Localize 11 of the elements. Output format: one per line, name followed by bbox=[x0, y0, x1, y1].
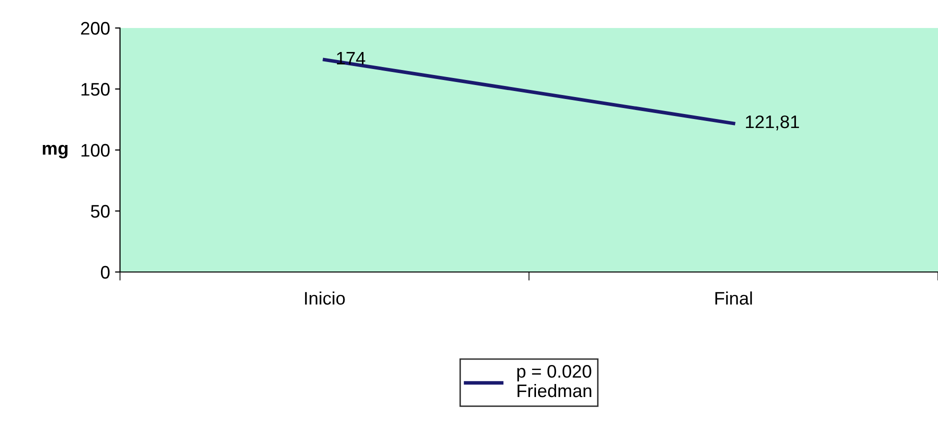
y-axis-title: mg bbox=[42, 144, 68, 158]
x-tick-label: Final bbox=[715, 291, 752, 305]
data-label: 174 bbox=[336, 52, 366, 64]
y-tick-label: 50 bbox=[90, 204, 110, 218]
legend-label: p = 0.020 Friedman bbox=[517, 365, 592, 398]
data-label: 121,81 bbox=[746, 115, 799, 130]
y-tick-label: 200 bbox=[81, 22, 110, 35]
y-tick-label: 0 bbox=[100, 266, 110, 279]
x-tick-label: Inicio bbox=[305, 291, 345, 305]
y-tick-label: 150 bbox=[82, 82, 110, 96]
y-tick-label: 100 bbox=[82, 144, 110, 157]
